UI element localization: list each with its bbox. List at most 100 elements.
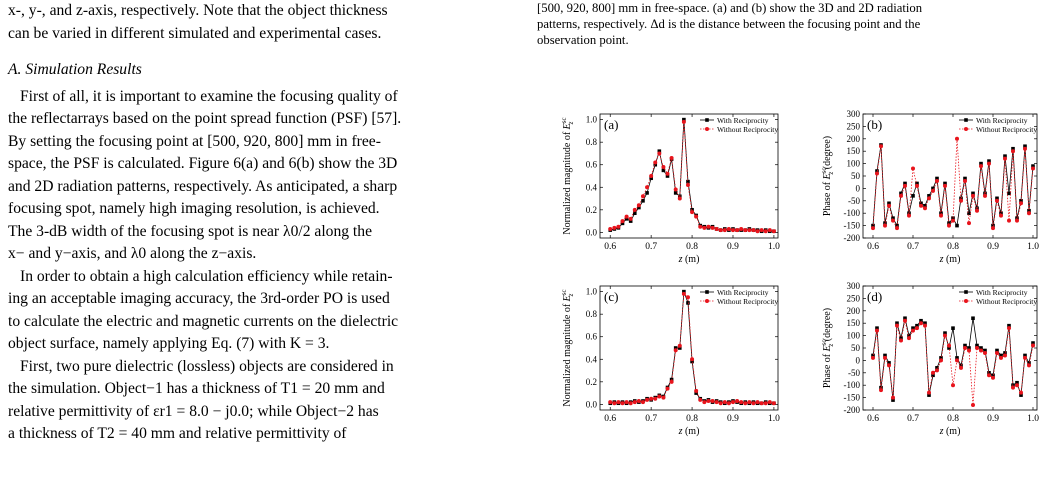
data-point-circle [939,213,943,218]
legend-entry: With Reciprocity [717,116,769,125]
data-point-circle [939,358,943,363]
x-tick-label: 0.7 [645,414,657,424]
data-point-circle [1003,156,1007,161]
data-point-square [919,201,923,206]
data-point-square [632,211,637,215]
data-point-circle [702,400,707,405]
data-point-circle [951,218,955,223]
panel-label: (c) [604,289,618,304]
data-point-circle [767,228,772,233]
data-point-square [637,205,641,210]
legend-entry: With Reciprocity [717,288,769,297]
x-tick-label: 0.6 [867,242,879,252]
y-tick-label: 0.2 [586,205,597,215]
data-point-circle [673,187,678,192]
data-point-square [983,348,987,353]
x-tick-label: 0.8 [686,414,698,424]
data-point-circle [911,166,915,171]
data-point-square [987,371,991,375]
data-point-square [620,221,625,226]
data-point-circle [935,368,939,373]
data-point-circle [763,401,768,406]
y-tick-label: -50 [848,368,860,378]
data-point-square [899,191,903,196]
data-point-circle [943,183,947,188]
legend-marker [964,118,968,122]
x-tick-label: 0.7 [907,242,919,252]
data-point-square [891,216,895,220]
data-point-circle [735,228,740,233]
data-point-circle [685,183,690,188]
data-point-circle [1011,385,1015,390]
data-point-circle [714,226,719,231]
caption-line: patterns, respectively. Δd is the distan… [537,17,921,31]
data-point-square [939,356,943,360]
data-point-circle [891,218,895,223]
y-tick-label: 0.8 [586,137,598,147]
text-line: First of all, it is important to examine… [20,87,398,105]
data-point-circle [887,363,891,368]
chart-panel: 0.6 0.7 0.8 0.9 1.0 -200 -150 -100 -50 0 50 100 150 2… [820,281,1039,437]
data-point-circle [645,397,650,402]
data-point-square [871,223,875,228]
data-point-square [682,117,686,122]
data-point-square [661,168,666,173]
y-tick-label: 0 [856,183,861,193]
y-tick-label: 0.2 [586,377,597,387]
data-point-square [991,373,995,378]
data-point-circle [871,226,875,231]
data-point-square [911,194,915,198]
data-point-circle [759,228,764,233]
legend-marker [705,127,709,131]
legend-entry: With Reciprocity [976,116,1028,125]
x-tick-label: 1.0 [1027,414,1039,424]
data-point-square [971,191,975,196]
data-point-circle [991,375,995,380]
x-tick-label: 0.7 [907,414,919,424]
data-point-circle [710,398,715,403]
data-point-square [690,359,694,364]
data-point-square [694,391,698,395]
data-point-circle [681,291,686,296]
data-point-circle [963,178,967,183]
y-tick-label: 0.6 [586,332,598,342]
data-point-circle [620,401,625,406]
data-point-circle [677,343,682,348]
y-tick-label: -50 [848,196,860,206]
data-point-circle [1015,383,1019,388]
data-point-circle [677,196,682,201]
data-point-square [923,203,927,208]
plot-frame [599,285,779,411]
data-point-circle [931,370,935,375]
chart-panel: 0.6 0.7 0.8 0.9 1.0 0.0 0.2 0.4 0.6 0.8 1.0 z (m) No… [560,285,780,437]
data-point-circle [628,401,633,406]
data-point-circle [1019,201,1023,206]
data-point-circle [636,203,641,208]
data-point-circle [907,336,911,341]
data-point-circle [612,401,617,406]
data-point-circle [879,144,883,149]
data-point-circle [759,401,764,406]
data-point-circle [951,383,955,388]
data-point-circle [771,229,776,234]
legend-marker [964,299,968,303]
y-tick-label: 0.0 [586,227,598,237]
series-line [872,138,1034,230]
data-point-circle [903,183,907,188]
y-tick-label: -200 [844,405,861,415]
data-point-square [1003,154,1007,158]
text-line: First, two pure dielectric (lossless) ob… [20,357,394,375]
data-point-square [995,348,999,353]
data-point-square [907,333,911,338]
data-point-square [903,316,907,321]
x-tick-label: 1.0 [768,242,780,252]
data-point-circle [995,198,999,203]
data-point-circle [702,225,707,230]
data-point-circle [975,346,979,350]
paragraph-1: First of all, it is important to examine… [8,86,518,266]
data-point-square [995,196,999,201]
data-point-circle [739,226,744,231]
chart-panel: 0.6 0.7 0.8 0.9 1.0 0.0 0.2 0.4 0.6 0.8 1.0 z (m) No… [560,113,780,265]
data-point-circle [608,226,613,231]
data-point-square [935,366,939,370]
